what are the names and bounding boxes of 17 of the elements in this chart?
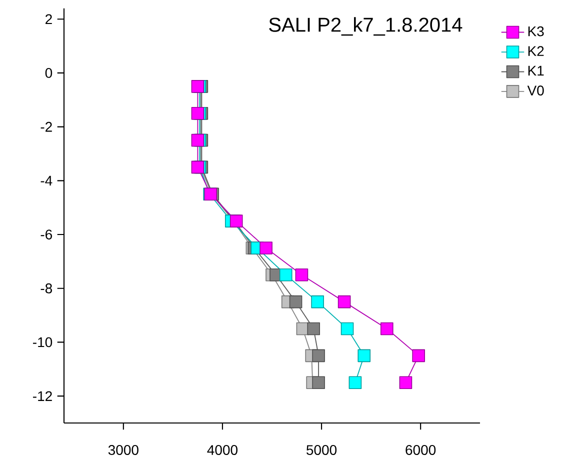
x-tick-label: 6000 xyxy=(406,445,436,455)
y-tick-label: -6 xyxy=(40,230,52,240)
x-tick-label: 4000 xyxy=(207,445,238,455)
y-tick-label: -8 xyxy=(40,283,52,294)
legend-label: K1 xyxy=(528,66,544,76)
y-tick-label: 0 xyxy=(45,68,52,78)
y-tick-label: -4 xyxy=(40,176,52,186)
y-tick-label: 2 xyxy=(46,14,52,24)
y-tick-label: -10 xyxy=(33,337,52,348)
x-tick-label: 5000 xyxy=(306,445,337,455)
y-tick-label: -12 xyxy=(33,391,52,401)
legend-label: V0 xyxy=(527,86,544,96)
legend-label: K2 xyxy=(528,46,544,56)
y-tick-label: -2 xyxy=(40,122,52,132)
legend-label: K3 xyxy=(528,26,544,36)
x-tick-label: 3000 xyxy=(108,445,138,455)
chart-title: SALI P2_k7_1.8.2014 xyxy=(269,17,462,36)
